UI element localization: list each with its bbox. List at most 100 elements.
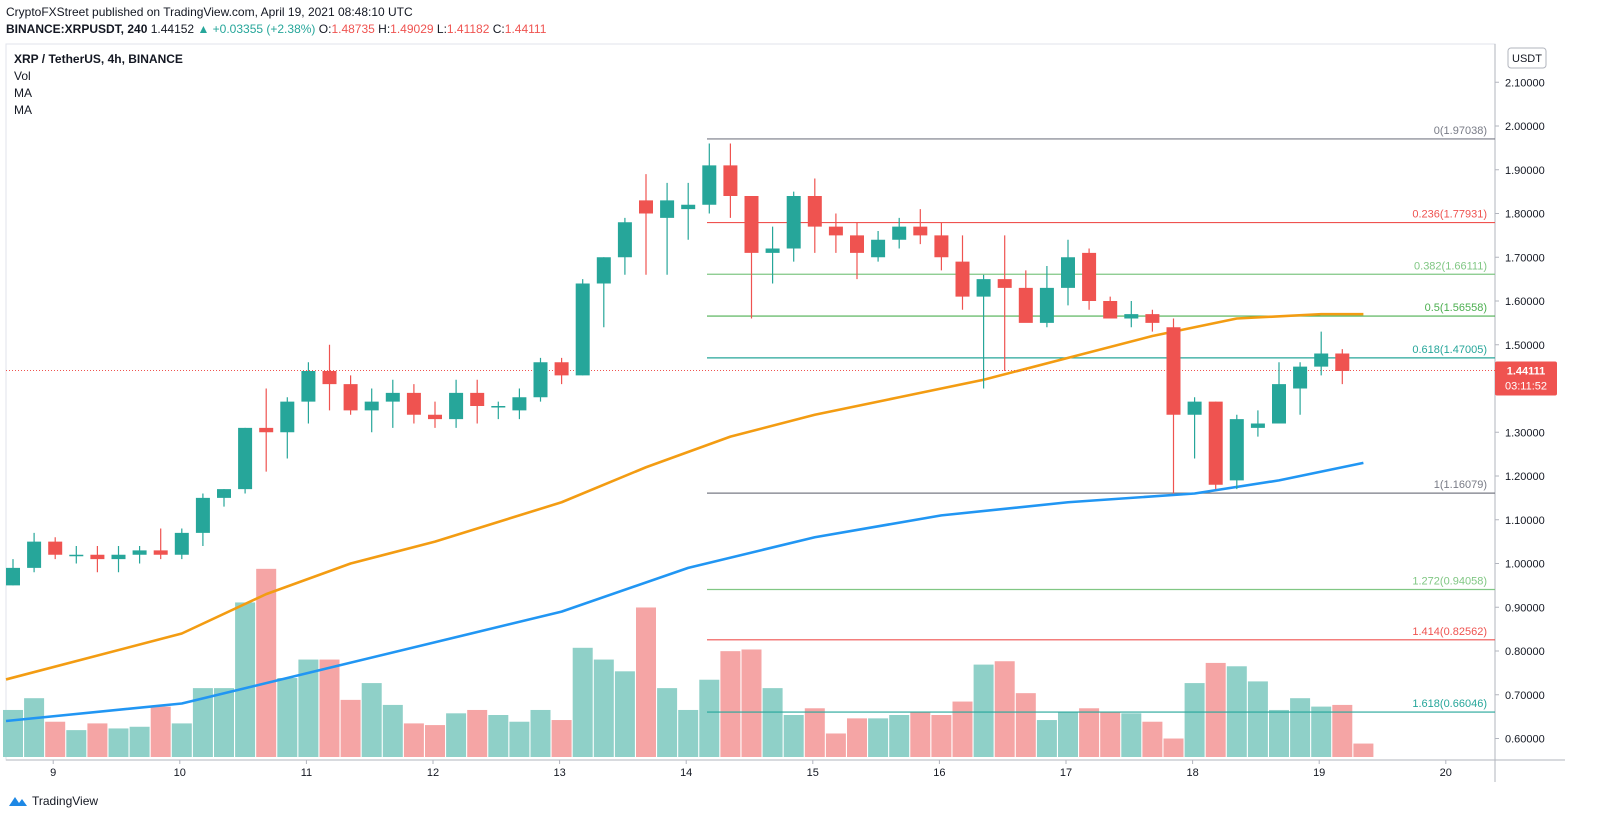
volume-bar-33: [699, 679, 720, 757]
candle-body-25: [533, 362, 548, 398]
candle-body-23: [491, 406, 506, 408]
candle-18: [385, 379, 400, 428]
volume-bar-1: [24, 698, 45, 757]
y-tick-label-9: 1.50000: [1505, 340, 1545, 352]
candle-56: [1187, 397, 1202, 459]
candle-32: [681, 182, 696, 240]
candle-body-36: [765, 248, 780, 253]
fib-label-7: 1.414(0.82562): [1412, 626, 1487, 638]
candle-body-32: [681, 204, 696, 210]
candle-43: [913, 209, 928, 245]
ma-slow-line: [5, 461, 1364, 723]
candle-body-11: [238, 427, 253, 490]
candle-body-47: [997, 279, 1012, 288]
candle-body-21: [449, 392, 464, 420]
y-tick-label-6: 1.20000: [1505, 471, 1545, 483]
volume-bar-36: [762, 688, 783, 757]
candle-54: [1145, 309, 1160, 332]
volume-bar-7: [150, 706, 171, 757]
candle-26: [554, 357, 569, 385]
candle-25: [533, 357, 548, 402]
x-tick-label-6: 15: [807, 767, 819, 779]
volume-bar-52: [1100, 711, 1121, 757]
candle-body-54: [1145, 314, 1160, 323]
candle-47: [997, 235, 1012, 371]
candle-body-8: [174, 532, 189, 555]
candle-12: [259, 388, 274, 472]
candle-body-60: [1272, 384, 1286, 424]
candle-52: [1103, 296, 1118, 319]
candle-body-57: [1208, 401, 1223, 485]
candle-body-62: [1314, 353, 1329, 367]
candle-body-16: [343, 384, 358, 411]
volume-bar-64: [1353, 743, 1374, 757]
candle-46: [976, 274, 991, 389]
tradingview-brand[interactable]: TradingView: [8, 794, 98, 808]
price-badge-timer: 03:11:52: [1505, 381, 1547, 393]
volume-bar-63: [1332, 704, 1353, 757]
candle-body-44: [934, 235, 949, 258]
candle-body-17: [364, 401, 379, 411]
y-axis-unit-box: [1507, 47, 1547, 69]
candle-30: [639, 174, 653, 275]
candle-body-29: [617, 222, 632, 258]
candle-49: [1039, 266, 1054, 328]
volume-bar-15: [319, 659, 340, 757]
volume-bar-18: [382, 704, 403, 757]
last-price: 1.44152: [150, 22, 195, 36]
candle-37: [786, 191, 801, 262]
tradingview-logo-icon: [9, 797, 27, 806]
high-value: 1.49029: [390, 22, 434, 36]
candle-body-37: [786, 196, 801, 249]
candle-1: [27, 532, 42, 573]
candle-body-59: [1250, 423, 1265, 428]
fib-label-5: 1(1.16079): [1434, 479, 1487, 491]
candle-59: [1250, 410, 1265, 437]
y-tick-label-11: 1.70000: [1505, 252, 1545, 264]
candle-body-28: [596, 257, 611, 284]
low-value: 1.41182: [446, 22, 490, 36]
x-tick-label-4: 13: [553, 767, 565, 779]
candle-4: [90, 546, 105, 573]
volume-bar-51: [1079, 708, 1100, 757]
candle-body-10: [217, 489, 231, 498]
price-badge-price: 1.44111: [1507, 366, 1546, 378]
volume-bar-35: [741, 649, 762, 757]
candle-body-15: [322, 371, 337, 385]
candle-body-6: [132, 550, 147, 555]
volume-bar-12: [256, 568, 277, 757]
volume-bar-22: [467, 709, 488, 757]
y-tick-label-13: 1.90000: [1505, 165, 1545, 177]
candle-8: [174, 528, 189, 560]
low-label: L:: [436, 22, 447, 36]
y-tick-label-1: 0.70000: [1505, 690, 1545, 702]
candle-body-4: [90, 554, 105, 560]
candle-body-58: [1229, 419, 1244, 481]
volume-bar-0: [3, 709, 23, 757]
y-tick-label-4: 1.00000: [1505, 559, 1545, 571]
candle-61: [1293, 362, 1308, 415]
candle-body-48: [1018, 287, 1033, 323]
candle-45: [955, 235, 970, 310]
legend-ma-fast[interactable]: MA: [14, 86, 32, 100]
candle-body-30: [639, 200, 653, 214]
candle-body-31: [660, 200, 675, 218]
candle-38: [807, 178, 822, 253]
volume-bar-39: [825, 733, 846, 757]
volume-bar-61: [1290, 698, 1311, 757]
fib-label-8: 1.618(0.66046): [1412, 698, 1487, 710]
candle-23: [491, 401, 506, 420]
candle-body-41: [871, 239, 886, 258]
fib-label-2: 0.382(1.66111): [1414, 260, 1487, 272]
candle-15: [322, 344, 337, 411]
candle-9: [195, 493, 210, 546]
candle-53: [1124, 301, 1139, 328]
candle-5: [111, 546, 126, 573]
y-tick-label-5: 1.10000: [1505, 515, 1545, 527]
y-tick-label-10: 1.60000: [1505, 296, 1545, 308]
legend-volume[interactable]: Vol: [14, 69, 31, 83]
legend-ma-slow[interactable]: MA: [14, 103, 32, 117]
volume-bar-62: [1311, 706, 1332, 757]
volume-bar-21: [446, 713, 467, 757]
